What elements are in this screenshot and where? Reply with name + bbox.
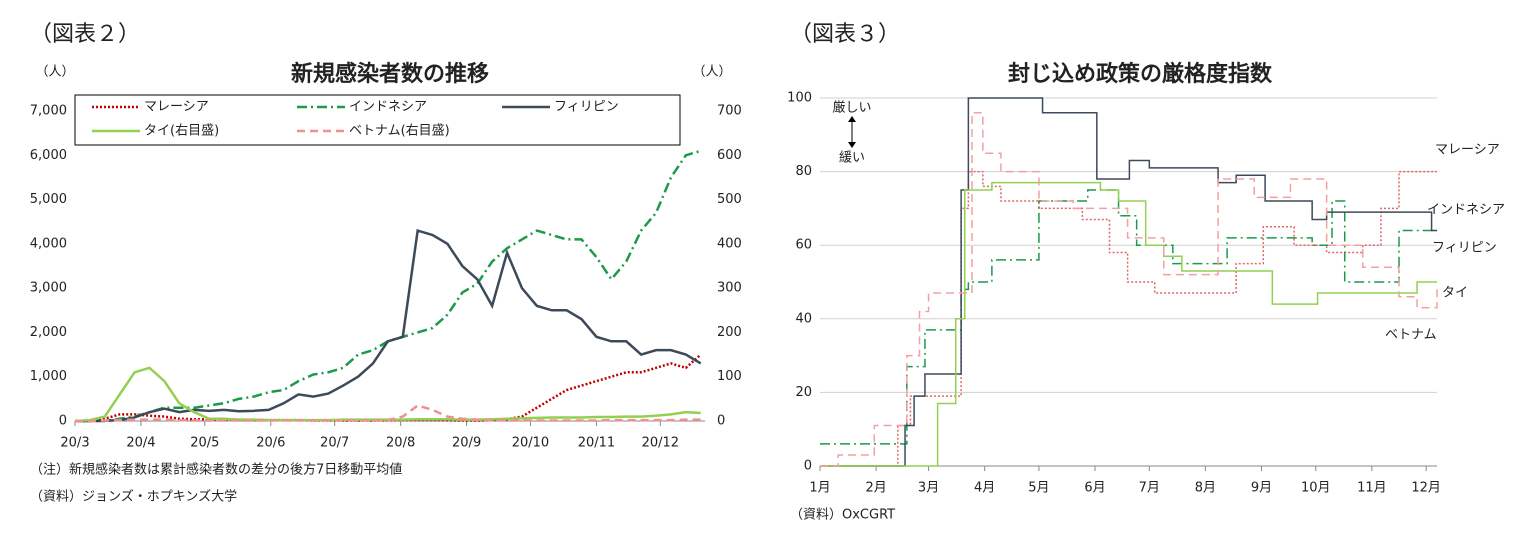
x-tick-label: 1月 xyxy=(809,481,830,496)
y2-tick-label: 300 xyxy=(717,281,742,296)
series-line xyxy=(74,366,701,423)
series-line xyxy=(820,181,1437,467)
x-tick-label: 20/10 xyxy=(512,436,549,451)
y-tick-label: 100 xyxy=(787,91,812,106)
x-tick-label: 12月 xyxy=(1411,481,1441,496)
y2-axis-label: （人） xyxy=(692,65,731,80)
chart-title: 封じ込め政策の厳格度指数 xyxy=(1008,61,1273,87)
y-tick-label: 3,000 xyxy=(30,281,67,296)
series-label: フィリピン xyxy=(1432,241,1497,256)
y2-tick-label: 700 xyxy=(717,104,742,119)
series-line xyxy=(75,149,702,423)
series-line xyxy=(820,97,1437,467)
legend-box xyxy=(74,94,681,146)
y-axis-label: （人） xyxy=(35,65,74,80)
y2-tick-label: 0 xyxy=(717,414,725,429)
figure-label: （図表３） xyxy=(790,22,900,47)
legend-label: マレーシア xyxy=(144,100,209,115)
legend-label: フィリピン xyxy=(554,100,619,115)
series-label: インドネシア xyxy=(1427,203,1505,218)
x-tick-label: 20/11 xyxy=(578,436,615,451)
y2-tick-label: 100 xyxy=(717,369,742,384)
annotation: 緩い xyxy=(839,151,865,166)
note: （資料）OxCGRT xyxy=(790,508,895,523)
y-tick-label: 40 xyxy=(795,311,812,326)
note: （資料）ジョンズ・ホプキンズ大学 xyxy=(30,489,237,505)
x-tick-label: 20/6 xyxy=(256,436,285,451)
x-tick-label: 6月 xyxy=(1084,481,1105,496)
x-tick-label: 3月 xyxy=(918,481,939,496)
note: （注）新規感染者数は累計感染者数の差分の後方7日移動平均値 xyxy=(30,462,402,478)
y-tick-label: 20 xyxy=(795,385,812,400)
x-tick-label: 7月 xyxy=(1139,481,1160,496)
legend-label: インドネシア xyxy=(349,100,427,115)
y2-tick-label: 200 xyxy=(717,325,742,340)
y-tick-label: 6,000 xyxy=(30,148,67,163)
series-line xyxy=(75,404,701,423)
x-tick-label: 20/12 xyxy=(642,436,679,451)
y-tick-label: 2,000 xyxy=(30,325,67,340)
annotation: 厳しい xyxy=(832,101,871,116)
x-tick-label: 8月 xyxy=(1195,481,1216,496)
y-tick-label: 1,000 xyxy=(30,369,67,384)
chart-title: 新規感染者数の推移 xyxy=(291,61,489,87)
y-tick-label: 0 xyxy=(804,459,812,474)
y-tick-label: 80 xyxy=(795,164,812,179)
x-tick-label: 9月 xyxy=(1251,481,1272,496)
y-tick-label: 60 xyxy=(795,238,812,253)
x-tick-label: 20/9 xyxy=(452,436,481,451)
x-tick-label: 4月 xyxy=(974,481,995,496)
x-tick-label: 5月 xyxy=(1028,481,1049,496)
y2-tick-label: 500 xyxy=(717,192,742,207)
x-tick-label: 20/8 xyxy=(386,436,415,451)
x-tick-label: 11月 xyxy=(1357,481,1387,496)
series-label: マレーシア xyxy=(1435,143,1500,158)
legend-label: ベトナム(右目盛) xyxy=(349,124,450,139)
y-tick-label: 4,000 xyxy=(30,236,67,251)
series-line xyxy=(75,228,702,423)
y-tick-label: 7,000 xyxy=(30,104,67,119)
series-line xyxy=(820,111,1438,467)
y2-tick-label: 600 xyxy=(717,148,742,163)
y-tick-label: 5,000 xyxy=(30,192,67,207)
legend-label: タイ(右目盛) xyxy=(144,124,219,139)
x-tick-label: 20/7 xyxy=(320,436,349,451)
x-tick-label: 20/4 xyxy=(126,436,155,451)
y2-tick-label: 400 xyxy=(717,236,742,251)
series-label: タイ xyxy=(1442,286,1468,301)
y-tick-label: 0 xyxy=(59,414,67,429)
x-tick-label: 20/3 xyxy=(60,436,89,451)
x-tick-label: 20/5 xyxy=(190,436,219,451)
series-label: ベトナム xyxy=(1385,328,1437,343)
series-line xyxy=(820,189,1437,445)
x-tick-label: 2月 xyxy=(865,481,886,496)
figure-label: （図表２） xyxy=(30,22,140,47)
x-tick-label: 10月 xyxy=(1301,481,1331,496)
